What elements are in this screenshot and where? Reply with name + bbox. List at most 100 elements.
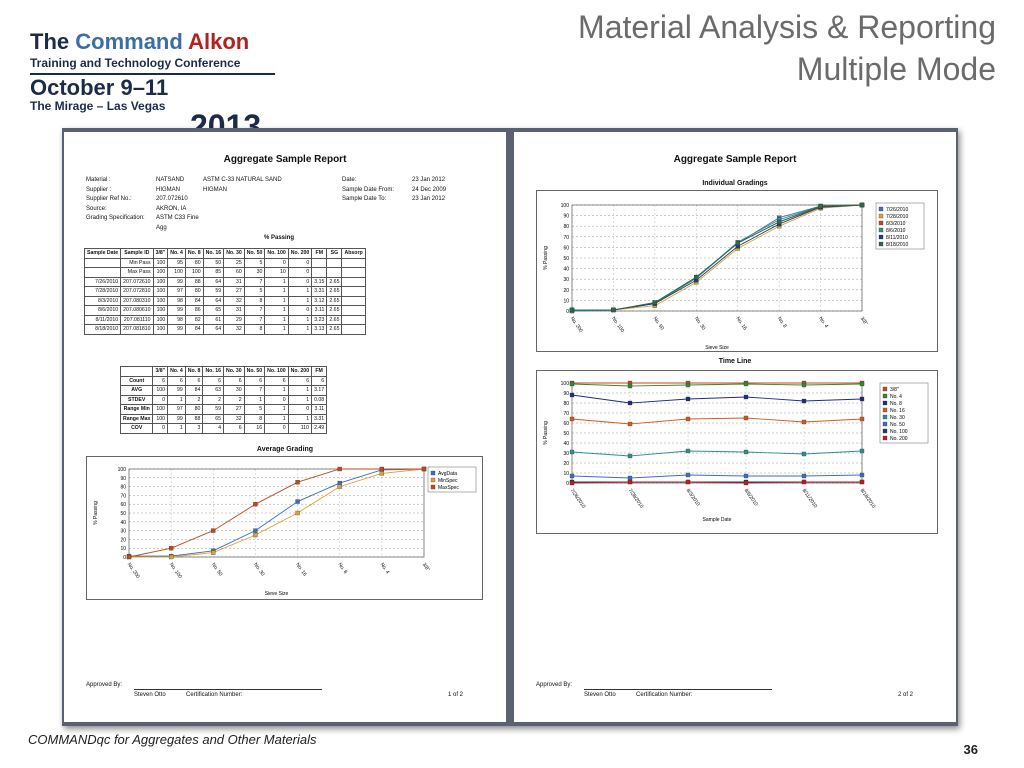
legend-swatch xyxy=(878,234,884,240)
table-cell: 2.65 xyxy=(326,276,343,287)
data-point xyxy=(743,449,749,455)
table-cell: 64 xyxy=(202,276,225,287)
table-cell: 2 xyxy=(202,394,225,405)
meta-cell xyxy=(203,195,323,205)
table-row: Min Pass 100 95 80 50 25 5 0 0 xyxy=(83,257,366,268)
legend-swatch xyxy=(878,206,884,212)
series-line xyxy=(129,468,425,557)
legend-swatch xyxy=(878,213,884,219)
meta-row: Material : NATSAND ASTM C-33 NATURAL SAND xyxy=(86,176,323,186)
table-header-cell: No. 50 xyxy=(243,248,266,259)
data-point xyxy=(569,307,575,313)
table-cell: 99 xyxy=(167,305,186,316)
meta-right: Date: 23 Jan 2012 Sample Date From: 24 Dec … xyxy=(342,176,472,205)
legend-label: 7/26/2010 xyxy=(886,207,908,213)
table-cell: 99 xyxy=(167,413,186,424)
y-tick-label: 10 xyxy=(563,298,569,304)
table-cell: 5 xyxy=(243,257,266,268)
table-cell: 1 xyxy=(264,295,289,306)
table-cell: 65 xyxy=(202,413,225,424)
page-number-2: 2 of 2 xyxy=(898,692,914,698)
table-cell: 5 xyxy=(243,286,266,297)
meta-row: Grading Specification: ASTM C33 Fine Agg xyxy=(86,214,323,233)
report-title: Aggregate Sample Report xyxy=(223,154,347,165)
table-row: 7/26/2010 207.072610 100 99 88 64 31 7 1 0 3.15 2.6… xyxy=(83,276,366,287)
data-point xyxy=(295,480,300,485)
data-point xyxy=(685,479,691,485)
y-tick-label: 60 xyxy=(120,502,126,508)
table-cell: 31 xyxy=(223,305,245,316)
table-cell: 207.080310 xyxy=(120,295,154,306)
table-cell: 7 xyxy=(243,305,266,316)
table-cell xyxy=(326,257,343,268)
y-tick-label: 30 xyxy=(563,277,569,283)
x-tick-label: No. 8 xyxy=(336,562,348,575)
table-cell: 100 xyxy=(184,267,204,278)
series-line xyxy=(572,204,863,311)
legend-swatch xyxy=(882,428,888,434)
table-cell: 1 xyxy=(167,394,186,405)
average-grading-svg: 0 10 20 30 40 50 60 70 80 90 100 No. 200 No. 100 No. … xyxy=(93,466,477,597)
series-line xyxy=(572,204,863,311)
data-point xyxy=(743,381,749,387)
table-cell xyxy=(341,295,366,306)
table-cell: 8 xyxy=(243,324,266,335)
table-cell: 1 xyxy=(287,295,313,306)
meta-cell: Grading Specification: xyxy=(86,215,145,221)
y-tick-label: 100 xyxy=(118,467,127,473)
table-header-cell: 3/8" xyxy=(152,366,169,377)
y-axis-label: % Passing xyxy=(543,246,549,270)
x-axis-label: Sieve Size xyxy=(705,345,729,351)
table-cell: 32 xyxy=(223,295,245,306)
data-point xyxy=(743,473,749,479)
data-point xyxy=(569,473,575,479)
table-cell xyxy=(311,257,328,268)
table-cell: 1 xyxy=(287,324,313,335)
legend-label: No. 30 xyxy=(890,415,905,421)
table-cell: 100 xyxy=(152,404,169,415)
legend-swatch xyxy=(882,407,888,413)
data-point xyxy=(859,448,865,454)
table-cell: 27 xyxy=(223,404,245,415)
x-tick-label: No. 200 xyxy=(126,562,141,580)
report-page-2: Aggregate Sample Report Individual Gradi… xyxy=(514,132,956,722)
series-line xyxy=(571,474,863,479)
y-tick-label: 90 xyxy=(563,391,569,397)
table-cell: 1 xyxy=(264,324,289,335)
legend-label: No. 50 xyxy=(890,422,905,428)
table-cell: 100 xyxy=(152,267,169,278)
table-cell: 1 xyxy=(264,286,289,297)
legend-label: AvgData xyxy=(438,471,457,477)
data-point xyxy=(818,203,823,209)
legend-swatch xyxy=(882,421,888,427)
chart-title-individual: Individual Gradings xyxy=(702,180,768,187)
timeline-svg: 0 10 20 30 40 50 60 70 80 90 100 7/26/2010 7/28/2010… xyxy=(543,380,929,523)
data-point xyxy=(627,400,633,406)
table-cell: AVG xyxy=(119,385,154,396)
y-axis-label: % Passing xyxy=(543,421,549,445)
data-point xyxy=(801,382,807,388)
series-line xyxy=(571,481,862,484)
legend-swatch xyxy=(882,414,888,420)
data-point xyxy=(379,471,385,476)
data-point xyxy=(211,550,216,555)
y-tick-label: 30 xyxy=(563,451,569,457)
y-tick-label: 70 xyxy=(120,493,126,499)
table-header-row: 3/8" No. 4 No. 8 No. 16 No. 30 No. 50 No. 100 N… xyxy=(119,366,328,377)
legend-swatch xyxy=(882,435,888,441)
data-point xyxy=(569,416,575,422)
x-tick-label: No. 4 xyxy=(379,562,391,575)
table-header-cell: No. 16 xyxy=(202,366,225,377)
data-point xyxy=(801,398,807,404)
y-tick-label: 40 xyxy=(563,267,569,273)
report-title-2: Aggregate Sample Report xyxy=(673,154,797,165)
logo-subtitle: Training and Technology Conference xyxy=(30,56,241,70)
slide-number: 36 xyxy=(963,742,978,757)
meta-cell: HIGMAN xyxy=(203,186,227,193)
data-point xyxy=(859,202,865,208)
y-tick-label: 20 xyxy=(563,288,569,294)
data-point xyxy=(379,466,385,472)
y-tick-label: 40 xyxy=(120,520,126,526)
x-tick-label: No. 30 xyxy=(252,562,265,578)
table-cell: 2.49 xyxy=(311,423,328,434)
